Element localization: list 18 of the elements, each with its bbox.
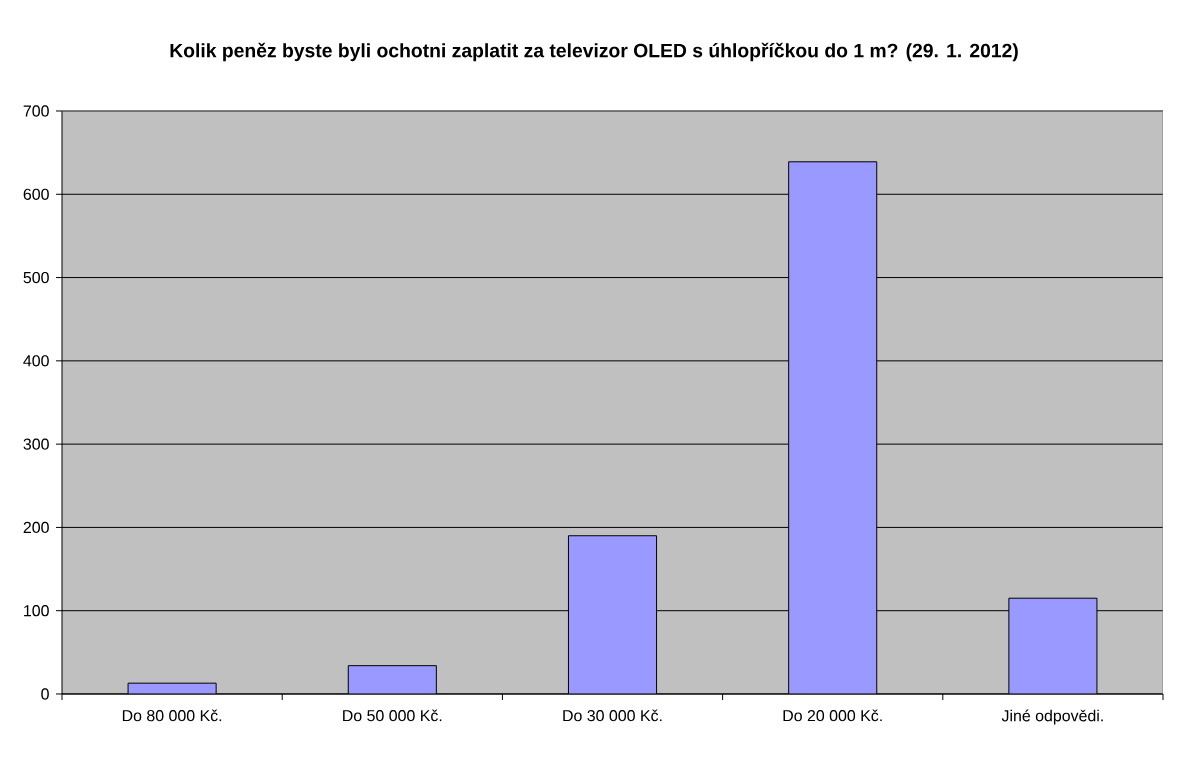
bar [1008, 597, 1098, 694]
y-tick-label: 200 [23, 521, 49, 534]
x-tick-label: Jiné odpovědi. [1001, 709, 1103, 725]
y-tick-label: 0 [41, 688, 49, 700]
x-tick-label: Do 80 000 Kč. [122, 709, 222, 722]
y-tick-label: 600 [23, 188, 49, 200]
y-tick-label: 700 [23, 105, 49, 117]
y-tick-label: 400 [23, 355, 49, 367]
x-tick-label: Do 20 000 Kč. [783, 709, 882, 722]
y-tick-label: 100 [24, 605, 49, 617]
bar [567, 535, 658, 694]
y-tick-label: 500 [23, 271, 49, 284]
bar [788, 161, 878, 694]
y-tick-label: 300 [23, 438, 49, 450]
chart-title: Kolik peněz byste byli ochotni zaplatit za televizor OLED s úhlopříčkou do 1 m? (29. 1. 2012) [170, 42, 1018, 62]
x-tick-label: Do 50 000 Kč. [343, 709, 442, 722]
x-tick-label: Do 30 000 Kč. [563, 709, 662, 722]
bar [347, 665, 437, 694]
